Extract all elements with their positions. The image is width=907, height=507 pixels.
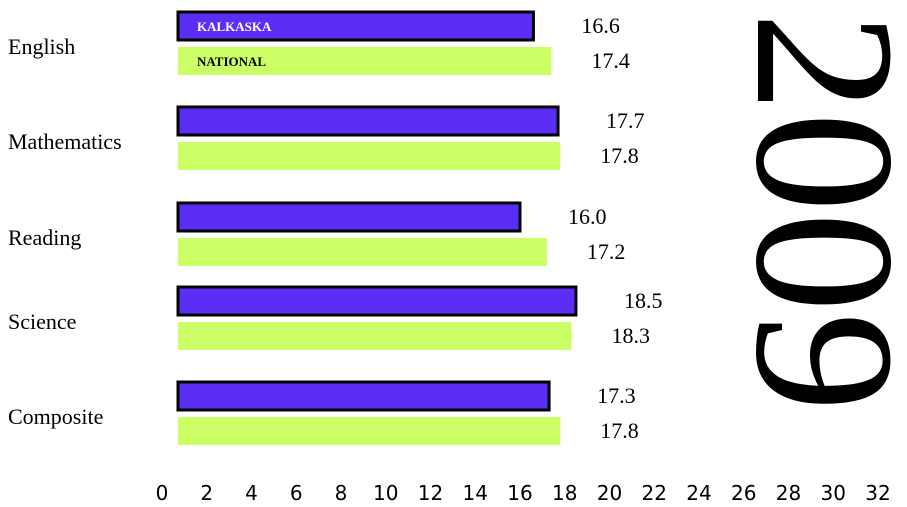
category-label: Science (8, 309, 76, 334)
x-tick-label: 0 (156, 481, 169, 505)
bar-kalkaska (176, 10, 535, 42)
value-label: 17.3 (597, 383, 636, 408)
year-annotation: 2009 (714, 12, 907, 412)
value-label: 18.3 (611, 323, 650, 348)
x-tick-label: 28 (776, 481, 801, 505)
value-labels: 16.6 17.4 17.7 17.8 16.0 17.2 18.5 18.3 17.3 17.8 (568, 13, 662, 443)
bar-kalkaska (176, 285, 578, 317)
x-tick-label: 30 (821, 481, 846, 505)
bar-national (178, 47, 552, 75)
bars-group (176, 10, 578, 445)
bar-national (178, 322, 572, 350)
bar-kalkaska (176, 201, 522, 233)
category-label: Composite (8, 404, 103, 429)
x-tick-label: 32 (865, 481, 890, 505)
x-tick-label: 24 (686, 481, 711, 505)
x-tick-label: 26 (731, 481, 756, 505)
bar-kalkaska (176, 380, 551, 412)
x-tick-label: 12 (418, 481, 443, 505)
category-label: Reading (8, 225, 81, 250)
x-tick-label: 18 (552, 481, 577, 505)
series-tag-kalkaska: KALKASKA (197, 19, 272, 34)
bar-national (178, 417, 561, 445)
bar-kalkaska (176, 105, 560, 137)
value-label: 16.6 (581, 13, 620, 38)
x-tick-label: 8 (335, 481, 348, 505)
value-label: 17.8 (600, 418, 639, 443)
category-label: Mathematics (8, 129, 122, 154)
x-tick-label: 6 (290, 481, 303, 505)
bar-national (178, 142, 561, 170)
value-label: 17.2 (587, 239, 626, 264)
value-label: 18.5 (624, 288, 663, 313)
series-tag-national: NATIONAL (197, 54, 266, 69)
category-labels: English Mathematics Reading Science Composit… (8, 34, 122, 429)
series-tags: KALKASKA NATIONAL (197, 19, 272, 69)
value-label: 17.7 (606, 108, 645, 133)
x-tick-label: 14 (463, 481, 488, 505)
x-tick-label: 10 (373, 481, 398, 505)
x-tick-label: 16 (507, 481, 532, 505)
x-axis-tick-labels: 0 2 4 6 8 10 12 14 16 18 20 22 24 26 28 30 32 (156, 481, 891, 505)
category-label: English (8, 34, 75, 59)
x-tick-label: 4 (245, 481, 258, 505)
x-tick-label: 2 (200, 481, 213, 505)
value-label: 16.0 (568, 204, 607, 229)
value-label: 17.4 (591, 48, 630, 73)
x-tick-label: 20 (597, 481, 622, 505)
x-tick-label: 22 (642, 481, 667, 505)
bar-national (178, 238, 547, 266)
value-label: 17.8 (600, 143, 639, 168)
